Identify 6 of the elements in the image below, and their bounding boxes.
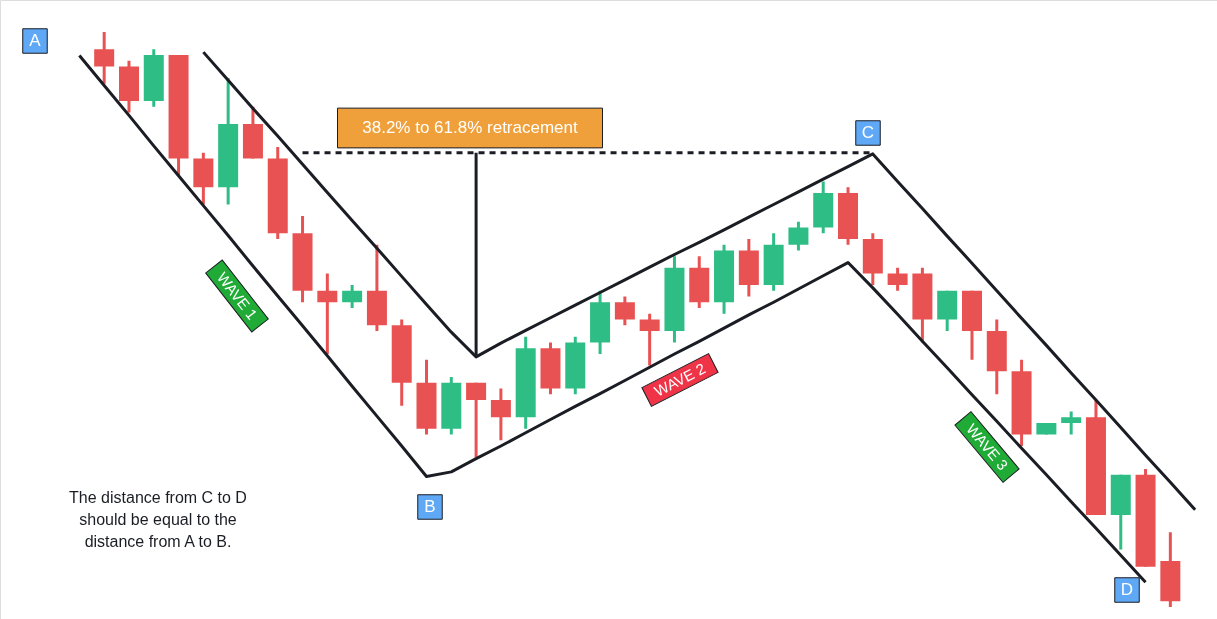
annotation: C [861,123,875,142]
text: A [29,31,42,50]
annotation: 38.2% to 61.8% retracement [362,118,578,137]
annotation: B [424,497,436,516]
annotation: The distance from C to D should be equal to the distance from A to B. [69,489,247,550]
annotation: D [1120,580,1134,599]
